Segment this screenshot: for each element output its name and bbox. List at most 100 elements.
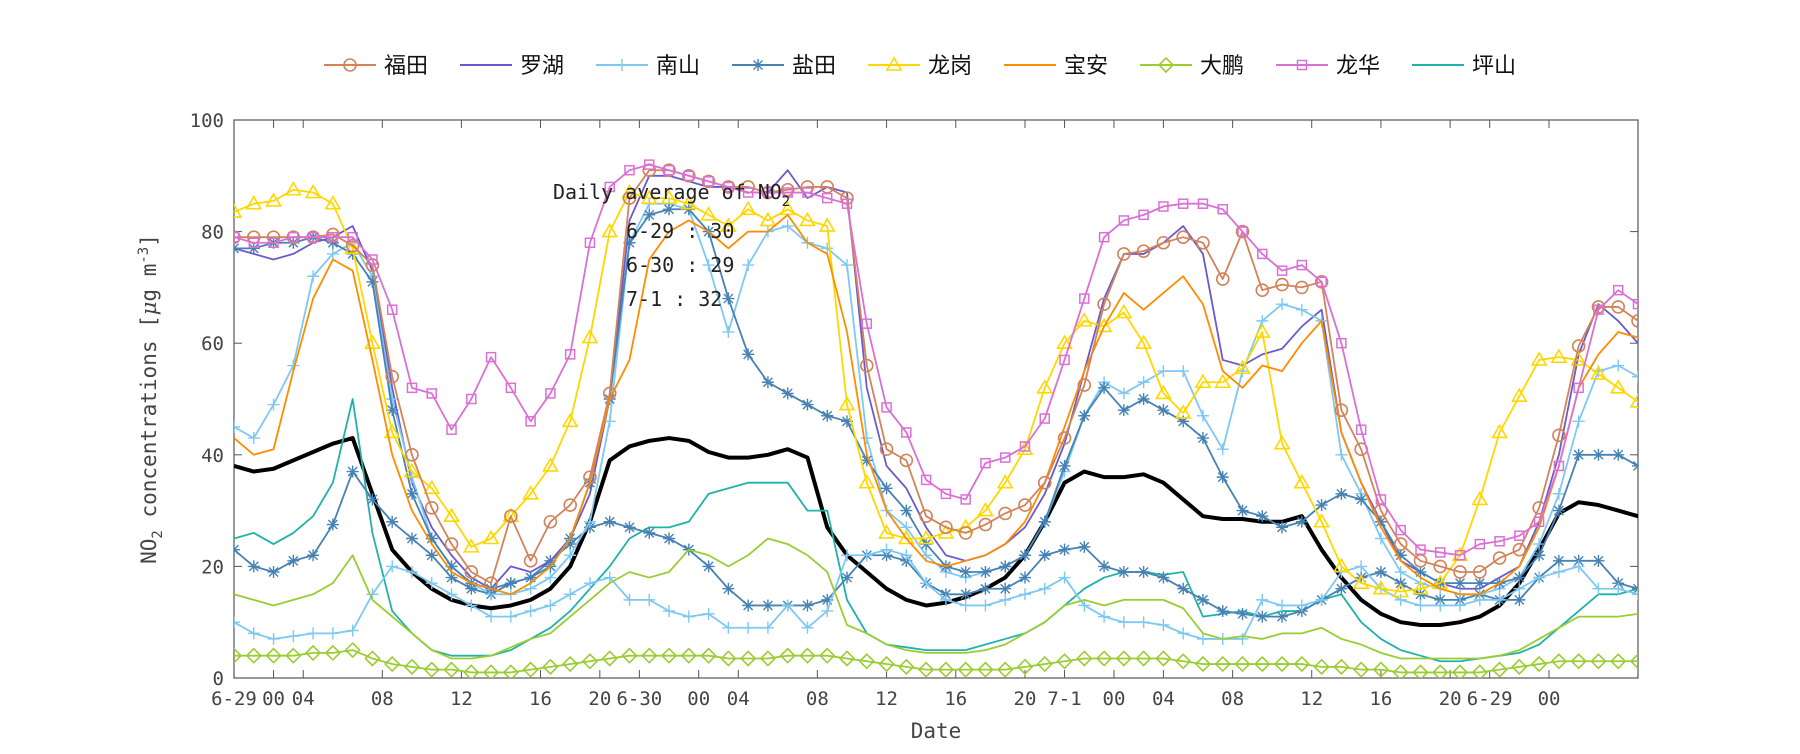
- data-point: [1790, 493, 1800, 505]
- x-tick-label: 16: [529, 688, 552, 710]
- data-point: [1118, 566, 1130, 578]
- data-point: [1731, 415, 1743, 427]
- legend-item: 罗湖: [460, 54, 564, 79]
- y-tick-label: 20: [201, 556, 224, 578]
- data-point: [703, 560, 715, 572]
- data-point: [1691, 493, 1703, 505]
- legend-marker: [752, 59, 764, 71]
- data-point: [1414, 599, 1426, 611]
- data-point: [1138, 566, 1150, 578]
- series-line-12: [234, 539, 1800, 659]
- data-point: [1769, 651, 1783, 665]
- data-point: [1671, 409, 1685, 421]
- legend-item: 盐田: [732, 54, 836, 79]
- data-point: [801, 399, 813, 411]
- data-point: [1217, 471, 1229, 483]
- data-point: [960, 566, 972, 578]
- data-point: [1751, 510, 1763, 522]
- series-line: [234, 170, 1800, 588]
- data-point: [1770, 393, 1782, 405]
- series-罗湖: [234, 170, 1800, 588]
- data-point: [525, 605, 537, 617]
- data-point: [979, 599, 991, 611]
- data-point: [722, 326, 734, 338]
- data-point: [406, 533, 418, 545]
- data-point: [1454, 599, 1466, 611]
- data-point: [1672, 594, 1684, 606]
- data-point: [1276, 611, 1288, 623]
- data-point: [1256, 510, 1268, 522]
- series-南山: [228, 198, 1800, 601]
- x-tick-label: 16: [1369, 688, 1392, 710]
- annotation-line-2: 6-30 : 29: [626, 253, 734, 277]
- data-point: [1059, 544, 1071, 556]
- data-point: [327, 627, 339, 639]
- x-tick-label: 6-29: [1467, 688, 1513, 710]
- data-point: [643, 594, 655, 606]
- data-point: [1256, 594, 1268, 606]
- data-point: [1632, 460, 1644, 472]
- data-point: [1652, 376, 1664, 388]
- data-point: [347, 466, 359, 478]
- data-point: [1237, 633, 1249, 645]
- data-point: [228, 544, 240, 556]
- data-point: [1573, 449, 1585, 461]
- data-point: [762, 376, 774, 388]
- data-point: [1790, 505, 1800, 517]
- data-point: [1671, 654, 1685, 668]
- x-tick-label: 00: [1538, 688, 1561, 710]
- data-point: [1059, 460, 1071, 472]
- data-point: [1533, 549, 1545, 561]
- data-point: [1691, 599, 1703, 611]
- y-tick-label: 100: [190, 110, 224, 132]
- data-point: [307, 549, 319, 561]
- data-point: [1711, 505, 1723, 517]
- data-point: [1276, 521, 1288, 533]
- x-tick-label: 12: [875, 688, 898, 710]
- x-tick-label: 08: [806, 688, 829, 710]
- data-point: [1434, 599, 1446, 611]
- data-point: [1750, 439, 1764, 451]
- data-point: [1019, 588, 1031, 600]
- legend-item: 宝安: [1004, 54, 1108, 79]
- x-tick-label: 04: [292, 688, 315, 710]
- data-point: [505, 577, 517, 589]
- data-point: [287, 630, 299, 642]
- data-point: [1335, 583, 1347, 595]
- data-point: [881, 544, 893, 556]
- data-point: [1098, 611, 1110, 623]
- data-point: [268, 633, 280, 645]
- data-point: [604, 516, 616, 528]
- data-point: [1730, 423, 1744, 435]
- data-point: [1651, 403, 1665, 415]
- data-point: [1553, 555, 1565, 567]
- data-point: [1395, 594, 1407, 606]
- data-point: [366, 493, 378, 505]
- data-point: [742, 599, 754, 611]
- data-point: [683, 611, 695, 623]
- data-point: [228, 616, 240, 628]
- data-point: [1690, 412, 1704, 424]
- data-point: [762, 599, 774, 611]
- data-point: [1770, 421, 1782, 433]
- data-point: [1078, 541, 1090, 553]
- data-point: [1790, 399, 1800, 411]
- data-point: [1711, 410, 1723, 422]
- x-tick-label: 6-30: [616, 688, 662, 710]
- data-point: [465, 599, 477, 611]
- data-point: [307, 627, 319, 639]
- data-point: [228, 421, 240, 433]
- data-point: [1276, 599, 1288, 611]
- series-line: [234, 505, 1800, 639]
- data-point: [228, 242, 240, 254]
- data-point: [1138, 376, 1150, 388]
- data-point: [1652, 594, 1664, 606]
- data-point: [1059, 572, 1071, 584]
- data-point: [1553, 566, 1565, 578]
- data-point: [1651, 654, 1665, 668]
- data-point: [386, 560, 398, 572]
- data-point: [703, 608, 715, 620]
- data-point: [1552, 350, 1566, 362]
- x-tick-label: 04: [1152, 688, 1175, 710]
- data-point: [1612, 449, 1624, 461]
